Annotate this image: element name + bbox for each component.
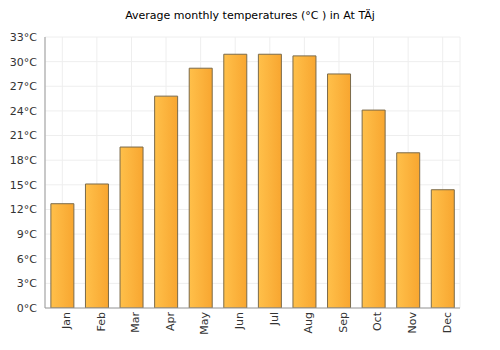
svg-text:21°C: 21°C bbox=[10, 129, 37, 142]
svg-text:0°C: 0°C bbox=[17, 302, 37, 315]
svg-text:May: May bbox=[198, 312, 211, 335]
svg-text:Oct: Oct bbox=[371, 311, 384, 331]
svg-text:3°C: 3°C bbox=[17, 277, 37, 290]
svg-text:24°C: 24°C bbox=[10, 105, 37, 118]
svg-text:Aug: Aug bbox=[302, 312, 315, 333]
svg-text:30°C: 30°C bbox=[10, 56, 37, 69]
svg-text:12°C: 12°C bbox=[10, 203, 37, 216]
svg-text:Mar: Mar bbox=[129, 312, 142, 333]
svg-text:15°C: 15°C bbox=[10, 179, 37, 192]
html-text:Average monthly temperatures (: Average monthly temperatures (°C ) in At… bbox=[125, 9, 375, 22]
svg-text:Feb: Feb bbox=[95, 312, 108, 331]
svg-text:Dec: Dec bbox=[441, 312, 454, 333]
svg-text:Jan: Jan bbox=[60, 312, 73, 330]
svg-text:Apr: Apr bbox=[164, 312, 177, 332]
svg-text:9°C: 9°C bbox=[17, 228, 37, 241]
svg-text:18°C: 18°C bbox=[10, 154, 37, 167]
svg-text:Nov: Nov bbox=[406, 312, 419, 334]
svg-text:Jun: Jun bbox=[233, 312, 246, 330]
svg-text:27°C: 27°C bbox=[10, 80, 37, 93]
svg-text:Sep: Sep bbox=[337, 312, 350, 333]
svg-text:33°C: 33°C bbox=[10, 31, 37, 44]
svg-text:Jul: Jul bbox=[268, 312, 281, 326]
svg-text:6°C: 6°C bbox=[17, 253, 37, 266]
